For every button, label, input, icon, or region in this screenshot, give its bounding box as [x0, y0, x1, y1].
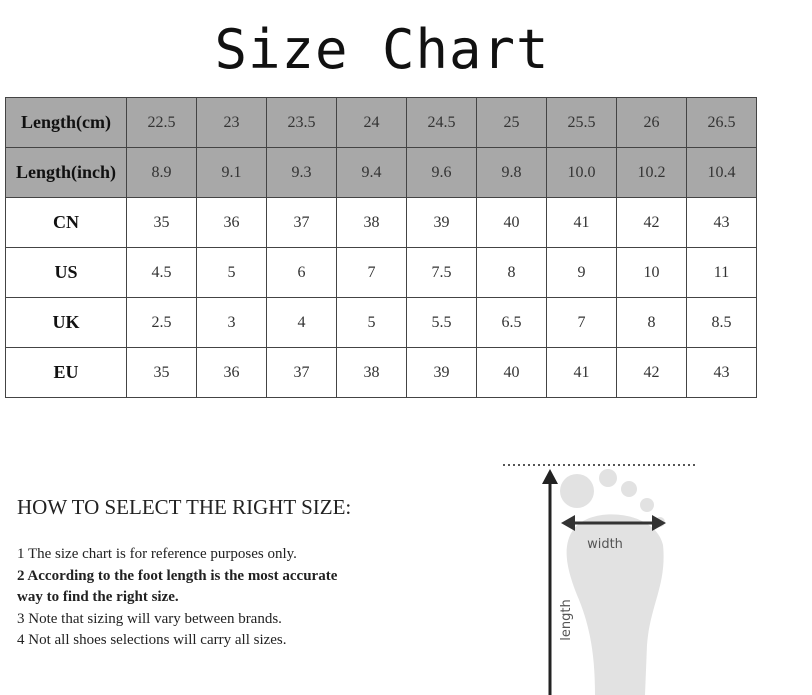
table-cell: 39: [406, 197, 477, 248]
table-cell: 42: [616, 197, 687, 248]
table-cell: 10.4: [686, 147, 757, 198]
table-cell: 8: [476, 247, 547, 298]
row-header: EU: [5, 347, 127, 398]
table-cell: 9.3: [266, 147, 337, 198]
table-cell: 25.5: [546, 97, 617, 148]
table-cell: 5.5: [406, 297, 477, 348]
length-arrow: [542, 469, 558, 695]
table-cell: 5: [196, 247, 267, 298]
table-cell: 4.5: [126, 247, 197, 298]
table-cell: 36: [196, 197, 267, 248]
note-1: 1 The size chart is for reference purpos…: [17, 546, 297, 562]
table-cell: 7.5: [406, 247, 477, 298]
table-cell: 8.9: [126, 147, 197, 198]
table-cell: 10.0: [546, 147, 617, 198]
table-cell: 9.1: [196, 147, 267, 198]
table-row: Length(cm) 22.5 23 23.5 24 24.5 25 25.5 26 26.5: [5, 97, 757, 148]
table-cell: 8: [616, 297, 687, 348]
table-cell: 37: [266, 347, 337, 398]
table-cell: 38: [336, 347, 407, 398]
table-cell: 23.5: [266, 97, 337, 148]
table-cell: 42: [616, 347, 687, 398]
table-cell: 8.5: [686, 297, 757, 348]
table-row: Length(inch) 8.9 9.1 9.3 9.4 9.6 9.8 10.0 10.2 10…: [5, 147, 757, 198]
table-cell: 41: [546, 347, 617, 398]
table-cell: 38: [336, 197, 407, 248]
row-header: Length(cm): [5, 97, 127, 148]
table-cell: 9.6: [406, 147, 477, 198]
table-cell: 10: [616, 247, 687, 298]
note-3: 3 Note that sizing will vary between bra…: [17, 610, 282, 627]
table-cell: 26.5: [686, 97, 757, 148]
howto-notes: 1 The size chart is for reference purpos…: [17, 544, 357, 652]
table-cell: 7: [336, 247, 407, 298]
foot-measure-diagram: width length: [503, 464, 695, 695]
table-cell: 2.5: [126, 297, 197, 348]
table-cell: 36: [196, 347, 267, 398]
note-4: 4 Not all shoes selections will carry al…: [17, 632, 287, 648]
table-row: UK 2.5 3 4 5 5.5 6.5 7 8 8.5: [5, 297, 757, 348]
width-label: width: [587, 537, 623, 552]
size-table: Length(cm) 22.5 23 23.5 24 24.5 25 25.5 26 26.5 Le…: [5, 97, 757, 398]
table-cell: 25: [476, 97, 547, 148]
table-row: US 4.5 5 6 7 7.5 8 9 10 11: [5, 247, 757, 298]
table-row: EU 35 36 37 38 39 40 41 42 43: [5, 347, 757, 398]
table-cell: 22.5: [126, 97, 197, 148]
width-arrow: [561, 515, 666, 531]
row-header: US: [5, 247, 127, 298]
table-cell: 4: [266, 297, 337, 348]
table-cell: 6: [266, 247, 337, 298]
table-cell: 41: [546, 197, 617, 248]
table-cell: 26: [616, 97, 687, 148]
table-cell: 40: [476, 197, 547, 248]
table-cell: 43: [686, 197, 757, 248]
note-2: 2 According to the foot length is the mo…: [17, 567, 338, 606]
table-cell: 10.2: [616, 147, 687, 198]
table-cell: 23: [196, 97, 267, 148]
table-cell: 24.5: [406, 97, 477, 148]
row-header: Length(inch): [5, 147, 127, 198]
table-cell: 6.5: [476, 297, 547, 348]
table-cell: 9.4: [336, 147, 407, 198]
table-cell: 9: [546, 247, 617, 298]
table-cell: 37: [266, 197, 337, 248]
table-cell: 35: [126, 197, 197, 248]
length-label: length: [559, 599, 574, 640]
table-cell: 40: [476, 347, 547, 398]
table-cell: 9.8: [476, 147, 547, 198]
table-cell: 5: [336, 297, 407, 348]
table-cell: 3: [196, 297, 267, 348]
table-cell: 24: [336, 97, 407, 148]
row-header: CN: [5, 197, 127, 248]
table-cell: 11: [686, 247, 757, 298]
table-cell: 39: [406, 347, 477, 398]
table-cell: 43: [686, 347, 757, 398]
table-cell: 35: [126, 347, 197, 398]
page-title: Size Chart: [214, 18, 550, 81]
howto-heading: HOW TO SELECT THE RIGHT SIZE:: [17, 495, 352, 519]
table-cell: 7: [546, 297, 617, 348]
table-row: CN 35 36 37 38 39 40 41 42 43: [5, 197, 757, 248]
row-header: UK: [5, 297, 127, 348]
foot-icon: [560, 469, 665, 695]
